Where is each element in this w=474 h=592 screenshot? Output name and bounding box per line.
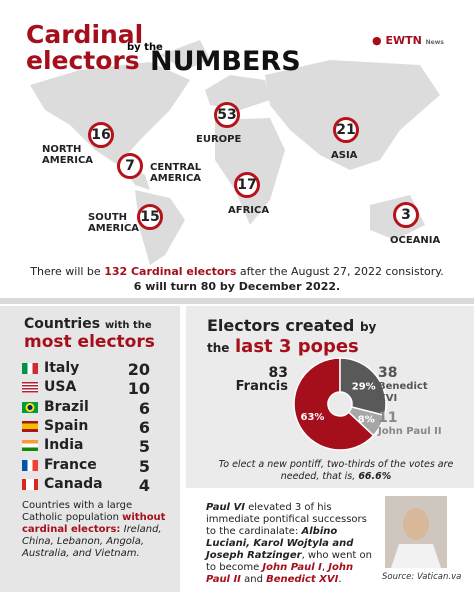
pie-name: Francis xyxy=(235,379,288,394)
region-count: 17 xyxy=(234,172,260,198)
slice-label: 29% xyxy=(352,382,376,393)
pie-note: To elect a new pontiff, two-thirds of th… xyxy=(218,459,454,482)
divider xyxy=(0,298,474,304)
world-map xyxy=(30,40,440,265)
title-small: by the xyxy=(127,42,163,53)
country-name: Canada xyxy=(44,475,103,492)
region-count: 7 xyxy=(117,153,143,179)
country-name: Spain xyxy=(44,417,89,434)
country-row: Spain 6 xyxy=(22,417,150,437)
country-name: France xyxy=(44,456,97,473)
region-count: 21 xyxy=(333,117,359,143)
source: Source: Vatican.va xyxy=(382,572,462,582)
country-value: 6 xyxy=(138,417,150,437)
region-label: SOUTH AMERICA xyxy=(88,212,140,234)
pie-slice xyxy=(339,357,387,417)
country-value: 10 xyxy=(127,379,150,399)
pie-name: Benedict XVI xyxy=(378,381,428,404)
region-label: AFRICA xyxy=(228,205,270,216)
country-name: USA xyxy=(44,379,77,396)
region-count: 53 xyxy=(214,102,240,128)
flag xyxy=(22,420,38,432)
country-name: India xyxy=(44,437,84,454)
country-row: India 5 xyxy=(22,437,150,457)
country-value: 6 xyxy=(138,398,150,418)
flag xyxy=(22,401,38,413)
logo: ● EWTN News xyxy=(372,34,444,47)
country-row: USA 10 xyxy=(22,379,150,399)
portrait xyxy=(385,496,447,568)
pie-slice xyxy=(293,357,375,451)
country-value: 20 xyxy=(127,360,150,379)
country-row: Canada 4 xyxy=(22,475,150,495)
flag xyxy=(22,440,38,452)
slice-label: 8% xyxy=(358,414,375,425)
flag xyxy=(22,382,38,394)
pie-chart: 63% 29% 8% xyxy=(293,357,387,451)
region-label: NORTH AMERICA xyxy=(42,144,94,166)
country-name: Italy xyxy=(44,360,80,376)
summary: There will be 132 Cardinal electors afte… xyxy=(30,265,444,293)
country-value: 5 xyxy=(138,437,150,457)
slice-label: 63% xyxy=(300,412,324,423)
pie-category: 11 John Paul II xyxy=(378,411,448,438)
country-row: Italy 20 xyxy=(22,360,150,379)
pie-count: 38 xyxy=(378,365,398,381)
pie-name: John Paul II xyxy=(378,426,442,437)
country-row: Brazil 6 xyxy=(22,398,150,418)
region-label: ASIA xyxy=(331,150,358,161)
countries-title: Countries with the most electors xyxy=(24,316,155,352)
flag xyxy=(22,478,38,490)
region-label: CENTRAL AMERICA xyxy=(150,162,202,184)
country-value: 4 xyxy=(138,475,150,495)
flag xyxy=(22,363,38,374)
flag xyxy=(22,459,38,471)
paul-text: Paul VI elevated 3 of his immediate pont… xyxy=(206,502,372,585)
pie-count: 83 xyxy=(268,365,288,381)
pie-slice xyxy=(347,406,386,437)
region-label: OCEANIA xyxy=(390,235,441,246)
country-value: 5 xyxy=(138,456,150,476)
region-count: 15 xyxy=(137,204,163,230)
pie-count: 11 xyxy=(378,410,398,426)
region-count: 16 xyxy=(88,122,114,148)
country-row: France 5 xyxy=(22,456,150,476)
pie-category: 83 Francis xyxy=(228,365,288,394)
title: Cardinal electors xyxy=(26,20,144,75)
region-label: EUROPE xyxy=(196,134,242,145)
country-name: Brazil xyxy=(44,398,89,415)
title-numbers: NUMBERS xyxy=(150,46,301,77)
pie-category: 38 Benedict XVI xyxy=(378,366,448,405)
countries-note: Countries with a large Catholic populati… xyxy=(22,500,166,559)
pie-title: Electors created by the last 3 popes xyxy=(207,316,377,357)
region-count: 3 xyxy=(393,202,419,228)
